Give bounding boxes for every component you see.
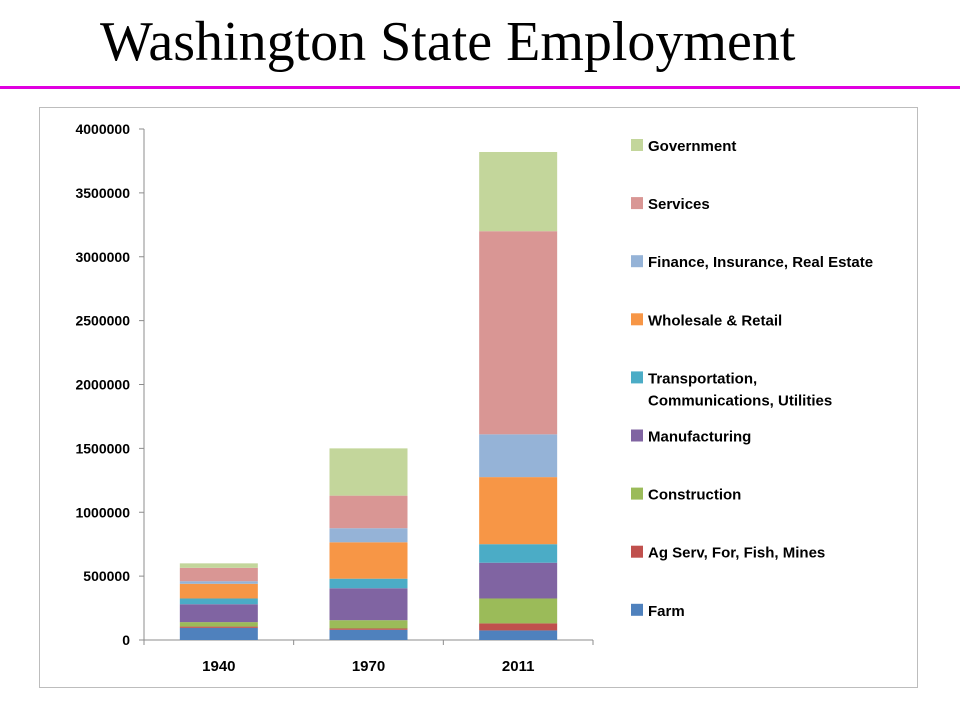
x-tick-label: 2011	[502, 658, 535, 675]
legend-label: Ag Serv, For, Fish, Mines	[648, 545, 825, 562]
bar-segment-finance-insurance-real-estate-1970	[329, 528, 408, 543]
legend-swatch	[631, 603, 643, 616]
legend-label: Manufacturing	[648, 429, 751, 446]
bar-segment-government-1970	[329, 448, 408, 496]
bar-segment-farm-1970	[329, 629, 408, 640]
bar-segment-services-1970	[329, 495, 408, 529]
y-tick-label: 2500000	[75, 313, 130, 329]
bar-segment-wholesale-retail-2011	[479, 477, 558, 545]
bar-segment-manufacturing-1940	[179, 604, 258, 623]
legend-label: Wholesale & Retail	[648, 312, 782, 329]
y-tick-label: 4000000	[75, 121, 130, 137]
y-tick-label: 500000	[83, 568, 130, 584]
title-divider	[0, 86, 960, 89]
bar-segment-manufacturing-1970	[329, 588, 408, 621]
bar-segment-manufacturing-2011	[479, 562, 558, 599]
bar-segment-transportation-communications-utilities-1940	[179, 598, 258, 605]
bar-segment-construction-1940	[179, 622, 258, 627]
bar-segment-wholesale-retail-1940	[179, 583, 258, 599]
bar-segment-construction-2011	[479, 598, 558, 624]
legend-label: Finance, Insurance, Real Estate	[648, 254, 873, 271]
legend-swatch	[631, 429, 643, 442]
legend-swatch	[631, 487, 643, 500]
bar-segment-transportation-communications-utilities-2011	[479, 544, 558, 563]
bar-segment-ag-serv-for-fish-mines-2011	[479, 623, 558, 631]
bar-segment-government-1940	[179, 563, 258, 568]
legend-swatch	[631, 313, 643, 326]
bar-segment-finance-insurance-real-estate-2011	[479, 434, 558, 478]
bar-segment-construction-1970	[329, 620, 408, 629]
bar-segment-services-2011	[479, 231, 558, 435]
bar-segment-ag-serv-for-fish-mines-1970	[329, 628, 408, 630]
y-tick-label: 1000000	[75, 504, 130, 520]
y-tick-label: 3500000	[75, 185, 130, 201]
legend-label: Transportation, Communications, Utilities	[648, 370, 832, 409]
y-tick-label: 2000000	[75, 377, 130, 393]
chart-frame: 0 500000 1000000 1500000 2000000 2500000 30000…	[39, 107, 918, 688]
legend-label: Services	[648, 196, 710, 213]
y-tick-label: 3000000	[75, 249, 130, 265]
legend-label: Farm	[648, 603, 685, 620]
legend-swatch	[631, 197, 643, 210]
legend-swatch	[631, 139, 643, 151]
bar-segment-farm-1940	[179, 627, 258, 640]
legend-swatch	[631, 545, 643, 558]
legend-label: Construction	[648, 487, 741, 504]
x-tick-label: 1940	[202, 658, 235, 675]
y-tick-label: 0	[122, 632, 130, 648]
bar-segment-government-2011	[479, 151, 558, 232]
legend-swatch	[631, 371, 643, 384]
page-title: Washington State Employment	[100, 11, 796, 73]
bar-segment-services-1940	[179, 567, 258, 582]
bar-segment-wholesale-retail-1970	[329, 542, 408, 579]
y-tick-label: 1500000	[75, 440, 130, 456]
legend-label: Government	[648, 138, 736, 155]
bar-segment-farm-2011	[479, 630, 558, 640]
bar-segment-transportation-communications-utilities-1970	[329, 578, 408, 589]
legend-swatch	[631, 255, 643, 268]
stacked-bar-chart: 0 500000 1000000 1500000 2000000 2500000 30000…	[75, 121, 873, 675]
x-tick-label: 1970	[352, 658, 385, 675]
bar-segment-ag-serv-for-fish-mines-1940	[179, 626, 258, 628]
bar-segment-finance-insurance-real-estate-1940	[179, 581, 258, 584]
